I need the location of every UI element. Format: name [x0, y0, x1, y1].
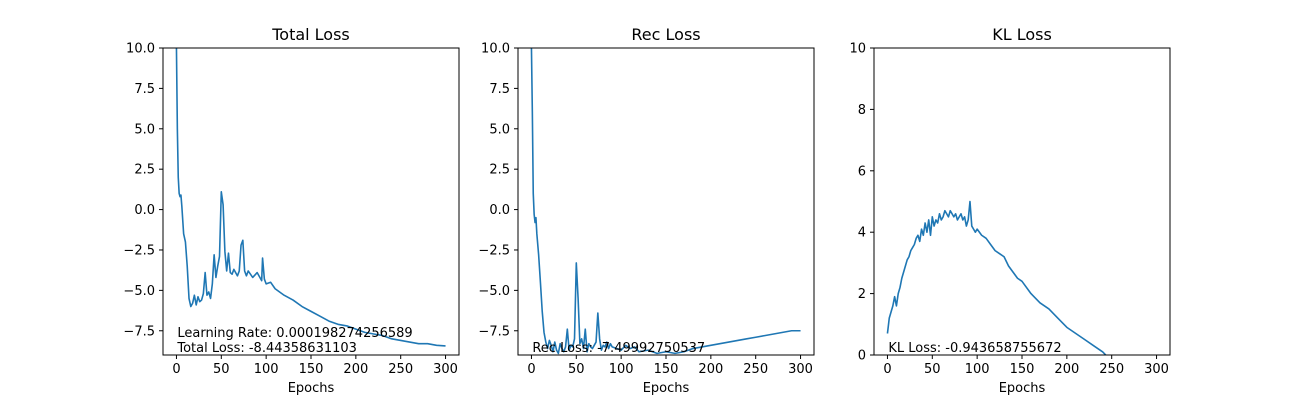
rec-loss-ytick-label: −7.5 — [478, 324, 510, 339]
total-loss-ytick-label: 2.5 — [134, 163, 155, 178]
total-loss-ytick-label: −5.0 — [123, 284, 155, 299]
rec-loss-xtick-label: 0 — [527, 362, 535, 377]
kl-loss-xtick-label: 250 — [1099, 362, 1124, 377]
kl-loss-ytick-label: 10 — [849, 42, 866, 57]
rec-loss-annotation: Rec Loss: -7.49992750537 — [532, 341, 705, 356]
kl-loss-series-line — [886, 200, 1107, 355]
rec-loss-series-line — [530, 48, 801, 355]
rec-loss-xtick-label: 300 — [788, 362, 813, 377]
total-loss-annotation: Learning Rate: 0.000198274256589 — [177, 326, 412, 341]
kl-loss-xtick-label: 50 — [924, 362, 941, 377]
total-loss-title: Total Loss — [271, 25, 350, 44]
rec-loss-panel: Rec Loss 0 50 100 150 200 250 300 −7.5 −5.0 −2.5 0.… — [478, 25, 815, 396]
rec-loss-xtick-label: 100 — [609, 362, 634, 377]
kl-loss-title: KL Loss — [992, 25, 1052, 44]
rec-loss-title: Rec Loss — [631, 25, 700, 44]
kl-loss-panel: KL Loss 0 50 100 150 200 250 300 0 2 4 6 8 10 KL Loss:… — [849, 25, 1171, 396]
kl-loss-ytick-label: 0 — [858, 349, 866, 364]
rec-loss-ytick-label: 10.0 — [481, 42, 510, 57]
kl-loss-axes-frame — [873, 47, 1171, 356]
total-loss-ytick-label: 5.0 — [134, 122, 155, 137]
rec-loss-xlabel: Epochs — [643, 381, 690, 396]
rec-loss-xtick-label: 150 — [654, 362, 679, 377]
kl-loss-xtick-label: 200 — [1054, 362, 1079, 377]
total-loss-ytick-label: −7.5 — [123, 324, 155, 339]
total-loss-xlabel: Epochs — [288, 381, 335, 396]
kl-loss-ytick-label: 6 — [858, 164, 866, 179]
kl-loss-xlabel: Epochs — [999, 381, 1046, 396]
rec-loss-ytick-label: −2.5 — [478, 243, 510, 258]
total-loss-ytick-label: −2.5 — [123, 243, 155, 258]
total-loss-xtick-label: 250 — [388, 362, 413, 377]
kl-loss-xtick-label: 0 — [883, 362, 891, 377]
rec-loss-axes-frame — [517, 47, 815, 356]
total-loss-xtick-label: 200 — [343, 362, 368, 377]
total-loss-series-line — [175, 48, 446, 347]
total-loss-xtick-label: 150 — [299, 362, 324, 377]
total-loss-xtick-label: 0 — [172, 362, 180, 377]
total-loss-annotation: Total Loss: -8.44358631103 — [176, 341, 357, 356]
kl-loss-annotation: KL Loss: -0.943658755672 — [888, 341, 1061, 356]
rec-loss-ytick-label: −5.0 — [478, 284, 510, 299]
kl-loss-ytick-label: 2 — [858, 287, 866, 302]
kl-loss-ytick-label: 4 — [858, 226, 866, 241]
rec-loss-ytick-label: 0.0 — [489, 203, 510, 218]
total-loss-ytick-label: 10.0 — [126, 42, 155, 57]
kl-loss-ytick-label: 8 — [858, 103, 866, 118]
kl-loss-xtick-label: 150 — [1010, 362, 1035, 377]
rec-loss-xtick-label: 50 — [568, 362, 585, 377]
total-loss-xtick-label: 300 — [433, 362, 458, 377]
rec-loss-xtick-label: 250 — [743, 362, 768, 377]
total-loss-panel: Total Loss 0 50 100 150 200 250 300 −7.5 −5.0 −2.5… — [123, 25, 460, 396]
total-loss-ytick-label: 7.5 — [134, 82, 155, 97]
total-loss-xtick-label: 100 — [254, 362, 279, 377]
total-loss-axes-frame — [162, 47, 460, 356]
total-loss-ytick-label: 0.0 — [134, 203, 155, 218]
rec-loss-ytick-label: 7.5 — [489, 82, 510, 97]
total-loss-xtick-label: 50 — [213, 362, 230, 377]
kl-loss-xtick-label: 100 — [965, 362, 990, 377]
rec-loss-ytick-label: 5.0 — [489, 122, 510, 137]
kl-loss-xtick-label: 300 — [1144, 362, 1169, 377]
rec-loss-ytick-label: 2.5 — [489, 163, 510, 178]
rec-loss-xtick-label: 200 — [698, 362, 723, 377]
